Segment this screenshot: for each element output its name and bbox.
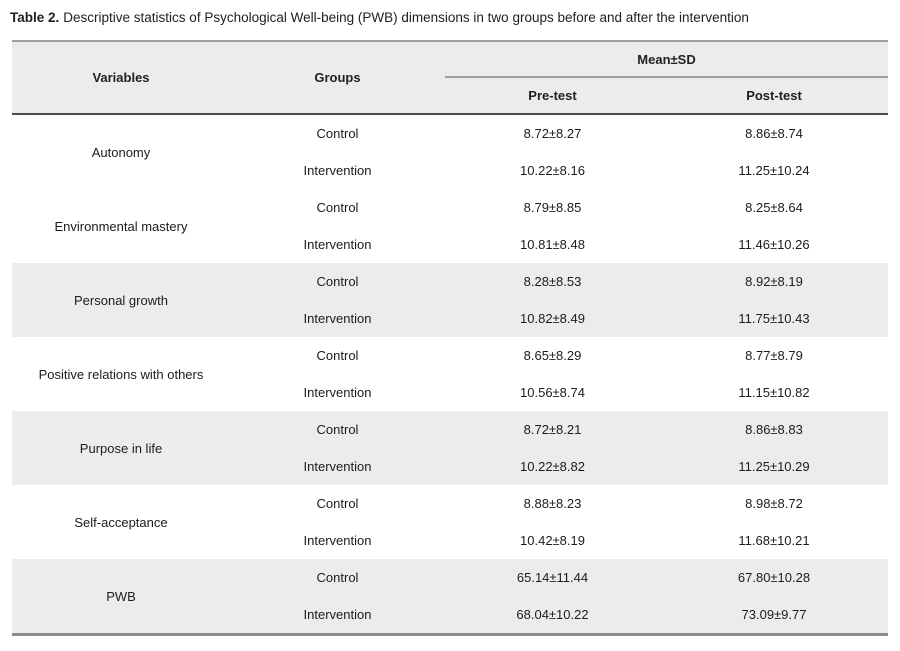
group-cell: Intervention: [230, 374, 445, 412]
pre-test-value-cell: 8.72±8.27: [445, 114, 660, 153]
group-cell: Intervention: [230, 300, 445, 338]
table-caption: Table 2. Descriptive statistics of Psycho…: [0, 0, 900, 27]
table-caption-text: Descriptive statistics of Psychological …: [63, 10, 749, 25]
pre-test-value-cell: 10.22±8.82: [445, 448, 660, 486]
post-test-value-cell: 11.68±10.21: [660, 522, 888, 560]
post-test-value-cell: 8.92±8.19: [660, 263, 888, 301]
pre-test-value-cell: 8.88±8.23: [445, 485, 660, 523]
post-test-value-cell: 11.75±10.43: [660, 300, 888, 338]
group-cell: Intervention: [230, 226, 445, 264]
pre-test-value-cell: 10.56±8.74: [445, 374, 660, 412]
pre-test-value-cell: 8.28±8.53: [445, 263, 660, 301]
variable-cell: Self-acceptance: [12, 485, 230, 560]
post-test-value-cell: 11.25±10.29: [660, 448, 888, 486]
pre-test-value-cell: 8.72±8.21: [445, 411, 660, 449]
table-body: Autonomy Control 8.72±8.27 8.86±8.74 Interve…: [12, 114, 888, 635]
post-test-value-cell: 8.86±8.83: [660, 411, 888, 449]
table-row: Positive relations with others Control 8.6…: [12, 337, 888, 412]
group-cell: Intervention: [230, 596, 445, 635]
pre-test-value-cell: 10.82±8.49: [445, 300, 660, 338]
header-row-2: Pre-test Post-test: [12, 77, 888, 116]
pre-test-value-cell: 10.81±8.48: [445, 226, 660, 264]
col-header-mean-sd: Mean±SD: [445, 41, 888, 79]
header-row-1: Variables Groups Mean±SD: [12, 41, 888, 116]
group-cell: Control: [230, 411, 445, 449]
post-test-value-cell: 73.09±9.77: [660, 596, 888, 635]
pre-test-value-cell: 10.42±8.19: [445, 522, 660, 560]
variable-cell: Positive relations with others: [12, 337, 230, 412]
col-header-pre-test: Pre-test: [445, 77, 660, 116]
variable-cell: PWB: [12, 559, 230, 635]
variable-cell: Personal growth: [12, 263, 230, 338]
pre-test-value-cell: 68.04±10.22: [445, 596, 660, 635]
variable-cell: Autonomy: [12, 114, 230, 190]
post-test-value-cell: 8.98±8.72: [660, 485, 888, 523]
table-row: Intervention 68.04±10.22 73.09±9.77: [12, 596, 888, 635]
table-header: Variables Groups Mean±SD Pre-test Post-t…: [12, 41, 888, 116]
table-row: Personal growth Control 8.28±8.53 8.92±8.19: [12, 263, 888, 338]
group-cell: Intervention: [230, 522, 445, 560]
table-row: Intervention 10.81±8.48 11.46±10.26: [12, 226, 888, 264]
pre-test-value-cell: 8.79±8.85: [445, 189, 660, 227]
pre-test-value-cell: 8.65±8.29: [445, 337, 660, 375]
post-test-value-cell: 8.77±8.79: [660, 337, 888, 375]
table-row: Intervention 10.82±8.49 11.75±10.43: [12, 300, 888, 338]
pre-test-value-cell: 65.14±11.44: [445, 559, 660, 597]
post-test-value-cell: 67.80±10.28: [660, 559, 888, 597]
col-header-variables: Variables: [12, 41, 230, 116]
table-row: Intervention 10.56±8.74 11.15±10.82: [12, 374, 888, 412]
group-cell: Control: [230, 263, 445, 301]
group-cell: Control: [230, 337, 445, 375]
table-row: PWB Control 65.14±11.44 67.80±10.28: [12, 559, 888, 635]
table-row: Autonomy Control 8.72±8.27 8.86±8.74: [12, 114, 888, 190]
group-cell: Control: [230, 559, 445, 597]
post-test-value-cell: 11.15±10.82: [660, 374, 888, 412]
post-test-value-cell: 11.46±10.26: [660, 226, 888, 264]
col-header-groups: Groups: [230, 41, 445, 116]
post-test-value-cell: 8.25±8.64: [660, 189, 888, 227]
post-test-value-cell: 11.25±10.24: [660, 152, 888, 190]
table-row: Self-acceptance Control 8.88±8.23 8.98±8.72: [12, 485, 888, 560]
table-row: Environmental mastery Control 8.79±8.85 8.2…: [12, 189, 888, 264]
pre-test-value-cell: 10.22±8.16: [445, 152, 660, 190]
stats-table: Variables Groups Mean±SD Pre-test Post-t…: [12, 40, 888, 637]
variable-cell: Purpose in life: [12, 411, 230, 486]
group-cell: Intervention: [230, 448, 445, 486]
table-row: Purpose in life Control 8.72±8.21 8.86±8.83: [12, 411, 888, 486]
col-header-post-test: Post-test: [660, 77, 888, 116]
variable-cell: Environmental mastery: [12, 189, 230, 264]
group-cell: Control: [230, 485, 445, 523]
table-row: Intervention 10.42±8.19 11.68±10.21: [12, 522, 888, 560]
group-cell: Control: [230, 189, 445, 227]
group-cell: Control: [230, 114, 445, 153]
post-test-value-cell: 8.86±8.74: [660, 114, 888, 153]
table-row: Intervention 10.22±8.82 11.25±10.29: [12, 448, 888, 486]
table-caption-label: Table 2.: [10, 10, 60, 25]
group-cell: Intervention: [230, 152, 445, 190]
table-row: Intervention 10.22±8.16 11.25±10.24: [12, 152, 888, 190]
